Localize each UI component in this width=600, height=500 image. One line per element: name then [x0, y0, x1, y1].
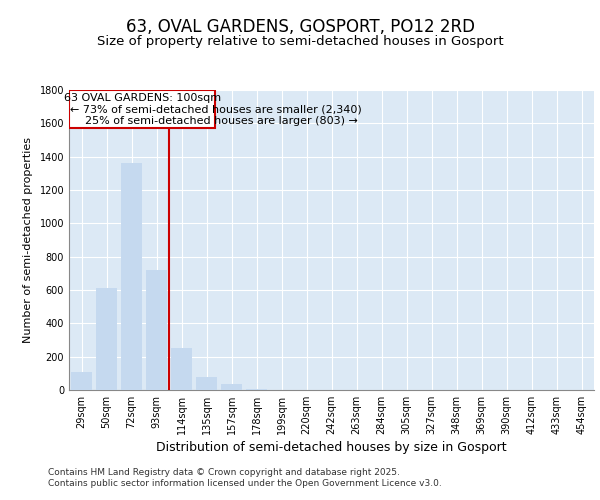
X-axis label: Distribution of semi-detached houses by size in Gosport: Distribution of semi-detached houses by …: [156, 441, 507, 454]
Bar: [96, 288, 117, 390]
Bar: [246, 389, 267, 390]
Bar: [146, 270, 167, 390]
Text: Contains HM Land Registry data © Crown copyright and database right 2025.: Contains HM Land Registry data © Crown c…: [48, 468, 400, 477]
Bar: [69, 90, 215, 128]
Text: ← 73% of semi-detached houses are smaller (2,340): ← 73% of semi-detached houses are smalle…: [70, 104, 362, 114]
Bar: [121, 164, 142, 390]
Text: 25% of semi-detached houses are larger (803) →: 25% of semi-detached houses are larger (…: [78, 116, 358, 126]
Text: Contains public sector information licensed under the Open Government Licence v3: Contains public sector information licen…: [48, 479, 442, 488]
Text: Size of property relative to semi-detached houses in Gosport: Size of property relative to semi-detach…: [97, 34, 503, 48]
Bar: [221, 384, 242, 390]
Text: 63, OVAL GARDENS, GOSPORT, PO12 2RD: 63, OVAL GARDENS, GOSPORT, PO12 2RD: [125, 18, 475, 36]
Text: 63 OVAL GARDENS: 100sqm: 63 OVAL GARDENS: 100sqm: [64, 92, 221, 102]
Bar: [71, 372, 92, 390]
Bar: [196, 376, 217, 390]
Y-axis label: Number of semi-detached properties: Number of semi-detached properties: [23, 137, 32, 343]
Bar: [171, 348, 192, 390]
